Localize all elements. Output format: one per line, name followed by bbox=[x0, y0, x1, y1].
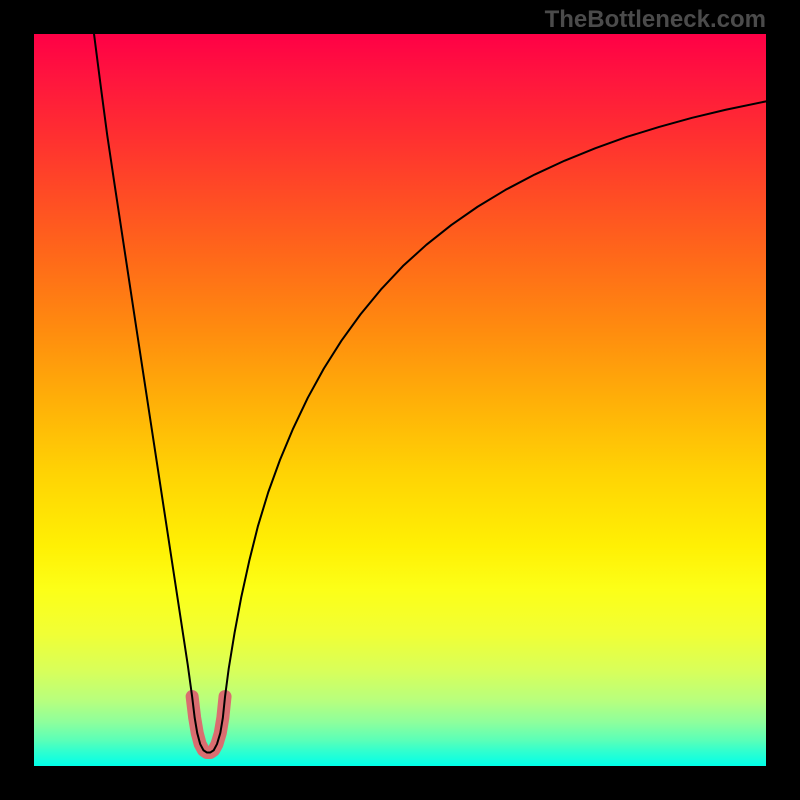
bottleneck-chart bbox=[0, 0, 800, 800]
plot-area bbox=[34, 34, 766, 766]
watermark-text: TheBottleneck.com bbox=[545, 6, 766, 34]
